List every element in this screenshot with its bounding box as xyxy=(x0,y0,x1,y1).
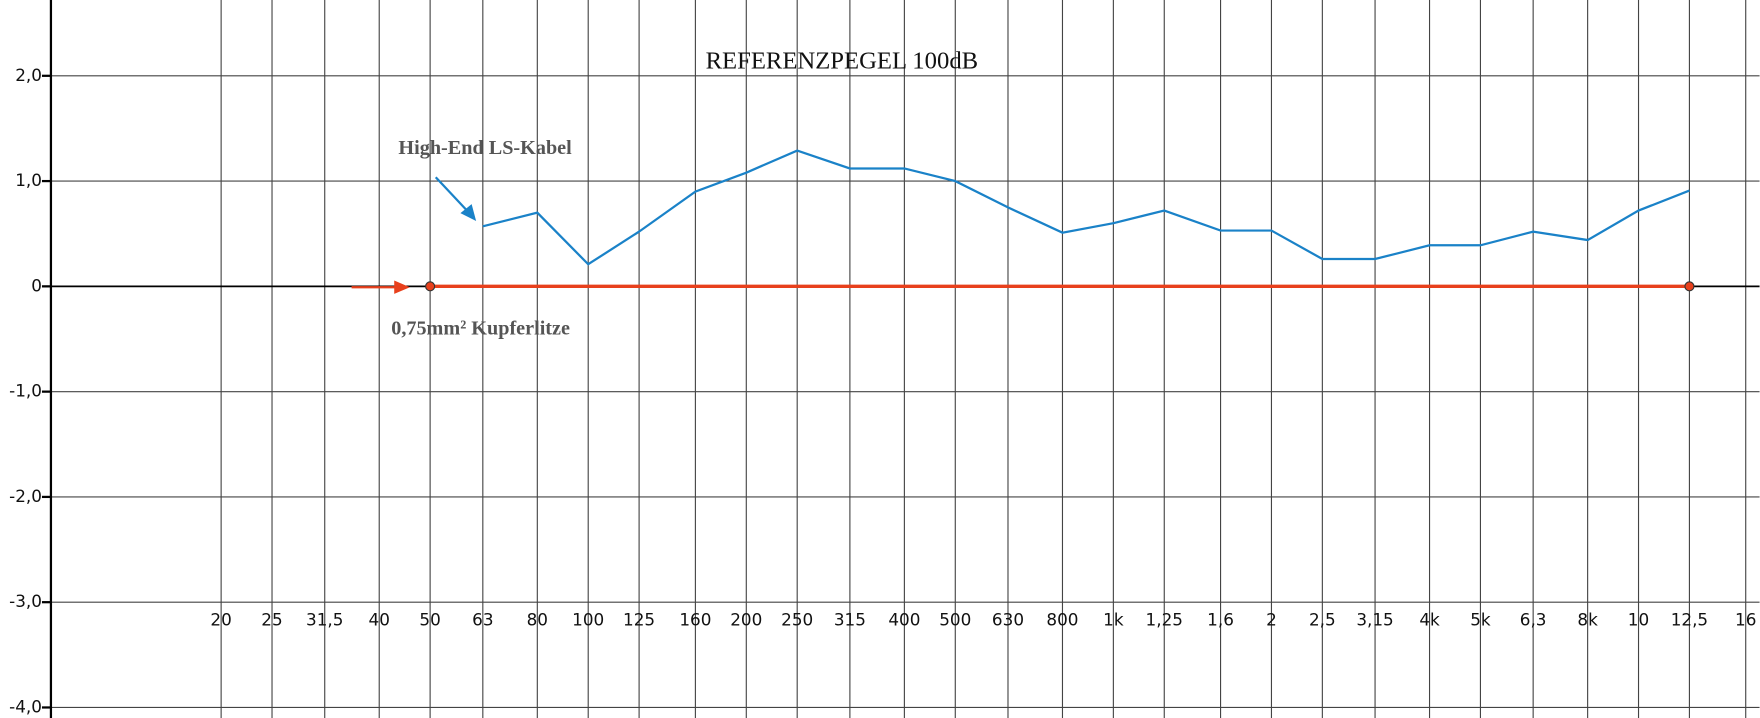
x-tick-label: 400 xyxy=(888,609,920,629)
x-tick-label: 80 xyxy=(527,609,548,629)
point xyxy=(425,281,436,292)
x-tick-label: 2,5 xyxy=(1309,609,1336,629)
y-tick-label: -3,0 xyxy=(9,591,42,611)
x-tick-label: 63 xyxy=(472,609,493,629)
x-tick-label: 1,6 xyxy=(1207,609,1234,629)
x-tick-label: 31,5 xyxy=(306,609,343,629)
x-tick-label: 100 xyxy=(572,609,604,629)
x-tick-label: 2 xyxy=(1266,609,1277,629)
x-tick-label: 6,3 xyxy=(1520,609,1547,629)
x-tick-label: 500 xyxy=(939,609,971,629)
x-tick-label: 50 xyxy=(419,609,440,629)
annotation-arrow xyxy=(434,176,471,214)
y-tick-label: -1,0 xyxy=(9,381,42,401)
x-tick-label: 20 xyxy=(210,609,231,629)
x-tick-label: 25 xyxy=(261,609,282,629)
series-line xyxy=(482,149,1690,266)
x-tick-label: 40 xyxy=(369,609,390,629)
y-tick-label: 0 xyxy=(31,275,42,295)
x-tick-label: 10 xyxy=(1628,609,1649,629)
x-tick-label: 160 xyxy=(679,609,711,629)
x-tick-label: 125 xyxy=(623,609,655,629)
x-tick-label: 200 xyxy=(730,609,762,629)
x-tick-label: 8k xyxy=(1577,609,1598,629)
x-tick-label: 4k xyxy=(1419,609,1440,629)
y-tick-label: 2,0 xyxy=(15,65,42,85)
annotation-arrowhead xyxy=(460,204,477,222)
x-tick-label: 630 xyxy=(992,609,1024,629)
chart-title: REFERENZPEGEL 100dB xyxy=(706,47,979,74)
series-label: High-End LS-Kabel xyxy=(398,137,572,159)
x-tick-label: 315 xyxy=(834,609,866,629)
x-tick-label: 1k xyxy=(1103,609,1124,629)
y-tick-label: 1,0 xyxy=(15,170,42,190)
point xyxy=(1684,281,1695,292)
x-tick-label: 16 xyxy=(1735,609,1756,629)
x-tick-label: 3,15 xyxy=(1356,609,1393,629)
x-tick-label: 5k xyxy=(1470,609,1491,629)
x-tick-label: 800 xyxy=(1046,609,1078,629)
y-tick-label: -4,0 xyxy=(9,696,42,716)
x-tick-label: 250 xyxy=(781,609,813,629)
x-tick-label: 1,25 xyxy=(1146,609,1183,629)
x-tick-label: 12,5 xyxy=(1671,609,1708,629)
y-tick-label: -2,0 xyxy=(9,486,42,506)
series-label: 0,75mm² Kupferlitze xyxy=(391,317,570,339)
annotation-arrowhead xyxy=(394,280,410,294)
